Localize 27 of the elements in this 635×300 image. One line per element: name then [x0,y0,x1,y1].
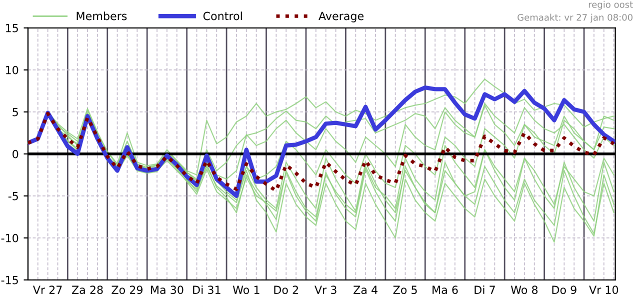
y-tick-label: 15 [6,24,18,32]
y-tick-label: -5 [8,192,18,200]
text: regio oost [588,0,633,10]
x-tick-label: Vr 27 [32,286,62,294]
x-tick-label: Vr 10 [589,286,618,294]
text: Gemaakt: vr 27 jan 08:00 [518,14,632,23]
y-tick-label: -15 [1,276,18,284]
y-tick-label: -10 [1,234,18,242]
x-tick-label: Do 9 [552,286,576,294]
x-tick-label: Za 4 [354,286,378,294]
x-tick-label: Di 31 [193,285,220,294]
y-tick-label: 5 [12,108,18,116]
legend-label: Members [76,12,127,20]
x-tick-label: Wo 1 [232,286,260,294]
x-tick-label: Wo 8 [510,286,538,294]
x-tick-label: Zo 5 [393,286,417,294]
x-tick-label: Ma 6 [432,286,458,294]
y-tick-label: 10 [6,66,18,74]
legend-label: Average [318,12,364,22]
x-tick-label: Di 7 [474,285,495,294]
x-tick-label: Ma 30 [151,286,184,294]
x-tick-label: Do 2 [274,286,298,294]
x-tick-label: Vr 3 [314,286,336,294]
x-tick-label: Zo 29 [112,286,142,294]
legend-label: Control [203,12,242,20]
x-tick-label: Za 28 [72,286,103,294]
y-tick-label: 0 [12,150,18,158]
